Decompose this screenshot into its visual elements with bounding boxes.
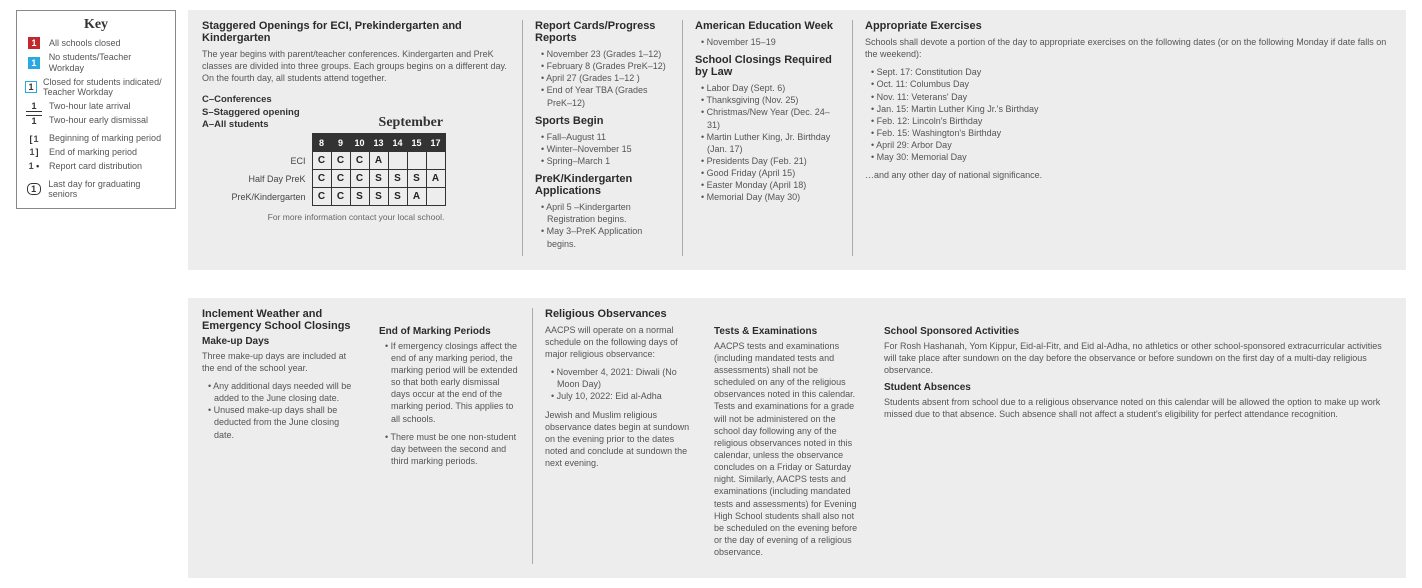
staggered-title: Staggered Openings for ECI, Prekindergar… xyxy=(202,20,510,44)
religious-list: November 4, 2021: Diwali (No Moon Day) J… xyxy=(545,366,690,402)
exercises-outro: …and any other day of national significa… xyxy=(865,169,1392,181)
sports-title: Sports Begin xyxy=(535,115,670,127)
staggered-legend: C–Conferences S–Staggered opening A–All … xyxy=(202,94,300,131)
symbol-late-arrival: 1 xyxy=(26,101,42,112)
makeup-list: Any additional days needed will be added… xyxy=(202,380,355,441)
key-item: 1Beginning of marking period xyxy=(25,133,167,144)
symbol-period-begin: 1 xyxy=(29,134,38,144)
law-list: Labor Day (Sept. 6) Thanksgiving (Nov. 2… xyxy=(695,82,840,203)
symbol-early-dismissal: 1 xyxy=(26,115,42,126)
key-item: 1Two-hour late arrival xyxy=(25,101,167,112)
sports-list: Fall–August 11 Winter–November 15 Spring… xyxy=(535,131,670,167)
key-item: 1No students/Teacher Workday xyxy=(25,52,167,74)
sponsored-text: For Rosh Hashanah, Yom Kippur, Eid-al-Fi… xyxy=(884,340,1392,376)
table-row: ECI C C C A xyxy=(202,152,445,170)
reports-title: Report Cards/Progress Reports xyxy=(535,20,670,44)
law-title: School Closings Required by Law xyxy=(695,54,840,78)
aew-list: November 15–19 xyxy=(695,36,840,48)
symbol-closed-indicated: 1 xyxy=(25,81,37,93)
exercises-list: Sept. 17: Constitution Day Oct. 11: Colu… xyxy=(865,66,1392,163)
table-row: PreK/Kindergarten C C S S S A xyxy=(202,188,445,206)
key-item: 1Last day for graduating seniors xyxy=(25,179,167,201)
key-title: Key xyxy=(25,17,167,33)
aew-title: American Education Week xyxy=(695,20,840,32)
symbol-last-day-seniors: 1 xyxy=(27,183,41,195)
religious-intro: AACPS will operate on a normal schedule … xyxy=(545,324,690,360)
makeup-text: Three make-up days are included at the e… xyxy=(202,350,355,374)
key-item: 1Report card distribution xyxy=(25,161,167,172)
key-item: 1Closed for students indicated/ Teacher … xyxy=(25,77,167,99)
end-periods-list: If emergency closings affect the end of … xyxy=(379,340,520,467)
key-item: 1All schools closed xyxy=(25,37,167,49)
staggered-month: September xyxy=(312,115,510,131)
table-row: Half Day PreK C C C S S S A xyxy=(202,170,445,188)
absences-text: Students absent from school due to a rel… xyxy=(884,396,1392,420)
tests-head: Tests & Examinations xyxy=(714,326,860,337)
prek-title: PreK/Kindergarten Applications xyxy=(535,173,670,197)
staggered-footer: For more information contact your local … xyxy=(202,212,510,222)
info-panel-top: Staggered Openings for ECI, Prekindergar… xyxy=(188,10,1406,270)
absences-head: Student Absences xyxy=(884,382,1392,393)
end-periods-head: End of Marking Periods xyxy=(379,326,520,337)
exercises-title: Appropriate Exercises xyxy=(865,20,1392,32)
key-box: Key 1All schools closed 1No students/Tea… xyxy=(16,10,176,209)
sponsored-head: School Sponsored Activities xyxy=(884,326,1392,337)
symbol-report-card: 1 xyxy=(29,161,40,171)
makeup-head: Make-up Days xyxy=(202,336,355,347)
staggered-intro: The year begins with parent/teacher conf… xyxy=(202,48,510,84)
symbol-closed: 1 xyxy=(28,37,40,49)
inclement-title: Inclement Weather and Emergency School C… xyxy=(202,308,355,332)
staggered-table: 8 9 10 13 14 15 17 ECI C C C A xyxy=(202,133,446,206)
prek-list: April 5 –Kindergarten Registration begin… xyxy=(535,201,670,250)
reports-list: November 23 (Grades 1–12) February 8 (Gr… xyxy=(535,48,670,109)
exercises-intro: Schools shall devote a portion of the da… xyxy=(865,36,1392,60)
key-item: 1Two-hour early dismissal xyxy=(25,115,167,126)
symbol-period-end: 1 xyxy=(29,147,38,157)
religious-note: Jewish and Muslim religious observance d… xyxy=(545,409,690,470)
symbol-no-students: 1 xyxy=(28,57,40,69)
tests-text: AACPS tests and examinations (including … xyxy=(714,340,860,559)
info-panel-bottom: Inclement Weather and Emergency School C… xyxy=(188,298,1406,579)
key-item: 1End of marking period xyxy=(25,147,167,158)
religious-title: Religious Observances xyxy=(545,308,690,320)
